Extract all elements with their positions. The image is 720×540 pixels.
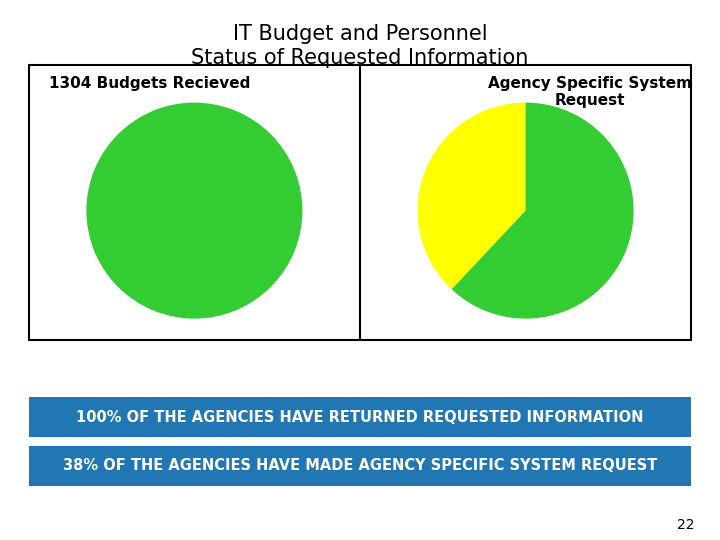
Text: 100% OF THE AGENCIES HAVE RETURNED REQUESTED INFORMATION: 100% OF THE AGENCIES HAVE RETURNED REQUE…: [76, 410, 644, 424]
Wedge shape: [451, 103, 634, 319]
Wedge shape: [418, 103, 526, 289]
Text: IT Budget and Personnel
Status of Requested Information: IT Budget and Personnel Status of Reques…: [192, 24, 528, 68]
Text: 22: 22: [678, 518, 695, 532]
Text: 38% OF THE AGENCIES HAVE MADE AGENCY SPECIFIC SYSTEM REQUEST: 38% OF THE AGENCIES HAVE MADE AGENCY SPE…: [63, 458, 657, 473]
Text: Agency Specific System
Request: Agency Specific System Request: [488, 76, 692, 108]
Wedge shape: [86, 103, 302, 319]
Text: 1304 Budgets Recieved: 1304 Budgets Recieved: [48, 76, 250, 91]
